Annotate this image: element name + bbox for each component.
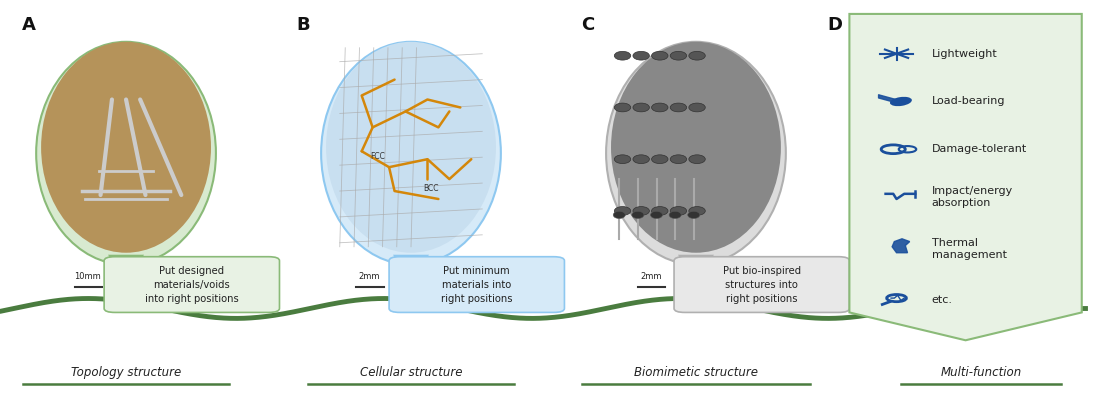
Ellipse shape: [631, 211, 643, 219]
Text: 10mm: 10mm: [75, 271, 101, 281]
Ellipse shape: [36, 42, 216, 265]
FancyBboxPatch shape: [674, 257, 849, 312]
Text: Put bio-inspired
structures into
right positions: Put bio-inspired structures into right p…: [722, 265, 801, 304]
Ellipse shape: [688, 211, 700, 219]
Ellipse shape: [670, 155, 686, 164]
Ellipse shape: [651, 103, 669, 112]
Ellipse shape: [614, 207, 630, 215]
Polygon shape: [110, 256, 142, 285]
Ellipse shape: [688, 155, 706, 164]
FancyBboxPatch shape: [104, 257, 279, 312]
Text: 2mm: 2mm: [358, 271, 380, 281]
Polygon shape: [892, 239, 910, 253]
Text: Biomimetic structure: Biomimetic structure: [633, 366, 758, 378]
Text: Cellular structure: Cellular structure: [359, 366, 463, 378]
Ellipse shape: [670, 207, 686, 215]
Ellipse shape: [326, 42, 495, 253]
Text: Impact/energy
absorption: Impact/energy absorption: [932, 186, 1013, 208]
Ellipse shape: [42, 42, 210, 253]
Text: D: D: [827, 16, 843, 34]
Ellipse shape: [632, 155, 649, 164]
Ellipse shape: [669, 211, 681, 219]
Ellipse shape: [613, 211, 625, 219]
Ellipse shape: [688, 103, 706, 112]
Ellipse shape: [890, 97, 912, 106]
Ellipse shape: [688, 51, 706, 60]
Ellipse shape: [612, 42, 780, 253]
Ellipse shape: [614, 51, 630, 60]
Text: Load-bearing: Load-bearing: [932, 96, 1005, 107]
Text: Thermal
management: Thermal management: [932, 238, 1006, 259]
Ellipse shape: [688, 207, 706, 215]
Ellipse shape: [614, 103, 630, 112]
Text: FCC: FCC: [370, 152, 386, 161]
Ellipse shape: [651, 207, 669, 215]
Text: A: A: [22, 16, 36, 34]
Text: BCC: BCC: [423, 184, 438, 193]
Text: Topology structure: Topology structure: [71, 366, 181, 378]
Ellipse shape: [632, 51, 649, 60]
Text: C: C: [581, 16, 594, 34]
Text: Multi-function: Multi-function: [940, 366, 1021, 378]
Polygon shape: [395, 256, 427, 285]
Text: Put designed
materials/voids
into right positions: Put designed materials/voids into right …: [145, 265, 239, 304]
Ellipse shape: [651, 155, 669, 164]
Ellipse shape: [670, 51, 686, 60]
Text: B: B: [296, 16, 309, 34]
Ellipse shape: [606, 42, 786, 265]
FancyBboxPatch shape: [389, 257, 564, 312]
Ellipse shape: [321, 42, 501, 265]
Text: Damage-tolerant: Damage-tolerant: [932, 144, 1027, 154]
Polygon shape: [849, 14, 1082, 340]
Ellipse shape: [614, 155, 630, 164]
Ellipse shape: [651, 211, 662, 219]
Ellipse shape: [670, 103, 686, 112]
Polygon shape: [680, 256, 712, 285]
Text: etc.: etc.: [932, 295, 952, 306]
Text: Lightweight: Lightweight: [932, 49, 997, 59]
Ellipse shape: [632, 207, 649, 215]
Text: Put minimum
materials into
right positions: Put minimum materials into right positio…: [441, 265, 513, 304]
Text: 2mm: 2mm: [640, 271, 662, 281]
Ellipse shape: [651, 51, 669, 60]
Ellipse shape: [632, 103, 649, 112]
